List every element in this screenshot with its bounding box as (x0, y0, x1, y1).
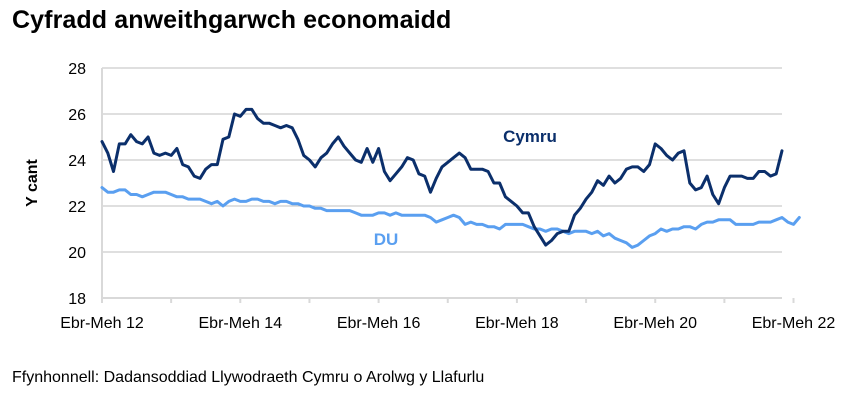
source-note: Ffynhonnell: Dadansoddiad Llywodraeth Cy… (12, 369, 485, 386)
series-lines (100, 107, 801, 249)
series-line-cymru (100, 107, 784, 247)
y-tick-label: 26 (68, 107, 86, 124)
chart-title: Cyfradd anweithgarwch economaidd (12, 6, 452, 34)
x-tick-label: Ebr-Meh 18 (475, 315, 559, 332)
y-tick-label: 20 (68, 245, 86, 262)
series-label-du: DU (374, 230, 399, 249)
x-tick-label: Ebr-Meh 16 (337, 315, 421, 332)
y-tick-label: 22 (68, 199, 86, 216)
x-tick-label: Ebr-Meh 12 (60, 315, 144, 332)
gridlines (102, 67, 782, 253)
x-tick-label: Ebr-Meh 22 (752, 315, 836, 332)
x-tick-label: Ebr-Meh 14 (199, 315, 283, 332)
y-tick-label: 24 (68, 153, 86, 170)
x-tick-label: Ebr-Meh 20 (613, 315, 697, 332)
y-axis-label: Y cant (24, 158, 41, 206)
series-line-du (100, 186, 801, 249)
x-axis-tick-labels: Ebr-Meh 12 Ebr-Meh 14 Ebr-Meh 16 Ebr-Meh 18… (60, 315, 835, 332)
y-axis-ticks: 18 20 22 24 26 28 (68, 61, 86, 308)
x-axis (101, 68, 795, 303)
y-tick-label: 18 (68, 291, 86, 308)
series-label-cymru: Cymru (503, 127, 557, 146)
y-tick-label: 28 (68, 61, 86, 78)
